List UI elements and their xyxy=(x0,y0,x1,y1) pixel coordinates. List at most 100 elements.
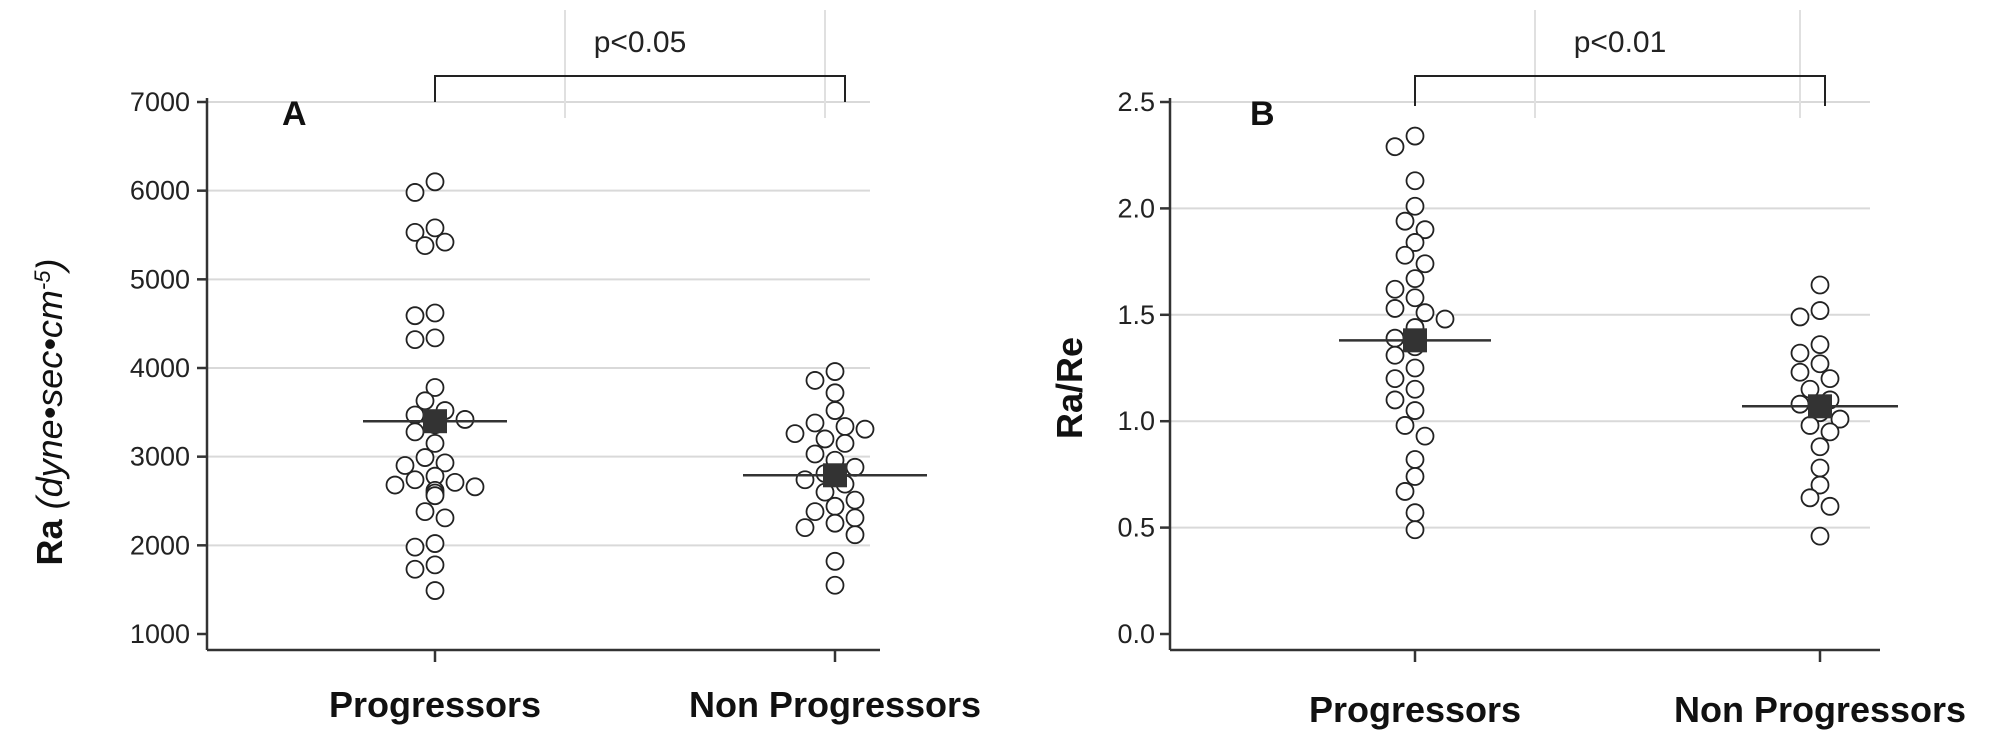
panel-a-data-point xyxy=(825,496,845,516)
panel-a-data-point xyxy=(425,303,445,323)
panel-b-data-point xyxy=(1790,307,1810,327)
panel-b-data-point xyxy=(1405,520,1425,540)
panel-b-data-point xyxy=(1800,416,1820,435)
panel-b-data-point xyxy=(1405,233,1425,252)
panel-b-data-point xyxy=(1405,269,1425,289)
panel-b-y-tick-label: 1.5 xyxy=(1117,300,1155,330)
panel-a-data-point xyxy=(435,508,455,528)
panel-a-data-point xyxy=(825,551,845,571)
panel-a-mean-marker xyxy=(423,409,447,434)
panel-b-data-point xyxy=(1810,437,1830,457)
panel-a-data-point xyxy=(445,472,465,492)
panel-b-data-point xyxy=(1385,137,1405,157)
panel-a-data-point xyxy=(425,218,445,238)
panel-b-data-point xyxy=(1405,288,1425,308)
panel-b-data-points xyxy=(1385,126,1850,546)
panel-b-data-point xyxy=(1405,196,1425,216)
panel-a-x-categories: Progressors Non Progressors xyxy=(329,684,981,725)
panel-b-y-tick-label: 2.5 xyxy=(1117,87,1155,117)
panel-b-label: B xyxy=(1250,95,1275,133)
panel-b-x-category-label: Non Progressors xyxy=(1674,689,1966,730)
panel-b-y-tick-label: 2.0 xyxy=(1117,193,1155,223)
panel-a-data-point xyxy=(385,475,405,495)
panel-a-data-point xyxy=(405,422,425,442)
panel-a-data-point xyxy=(825,401,845,420)
panel-b-data-point xyxy=(1395,211,1415,231)
panel-a-data-point xyxy=(415,448,435,467)
panel-a-data-point xyxy=(425,433,445,453)
panel-a-data-point xyxy=(845,525,865,545)
panel-a-mean-marker xyxy=(823,463,847,488)
panel-b-data-point xyxy=(1810,526,1830,546)
panel-a-x-category-label: Progressors xyxy=(329,684,541,725)
panel-a-y-ticks: 1000 2000 3000 4000 5000 6000 7000 xyxy=(130,87,207,649)
panel-b-data-point xyxy=(1415,254,1435,274)
panel-a-y-tick-label: 5000 xyxy=(130,264,190,294)
panel-a-y-tick-label: 7000 xyxy=(130,87,190,117)
panel-a-data-point xyxy=(425,486,445,506)
panel-a-y-axis-label: Ra (dyne•sec•cm-5) xyxy=(29,259,70,566)
panel-a-data-point xyxy=(805,413,825,433)
panel-a-data-point xyxy=(425,555,445,575)
panel-a-data-point xyxy=(455,410,475,429)
panel-a-y-tick-label: 1000 xyxy=(130,619,190,649)
panel-a-significance-bracket xyxy=(434,75,846,102)
panel-b-significance-label: p<0.01 xyxy=(1574,26,1667,59)
panel-a-data-point xyxy=(835,417,855,436)
panel-b-y-tick-label: 0.5 xyxy=(1117,513,1155,543)
panel-a-y-axis-label-units: (dyne•sec•cm xyxy=(29,290,70,509)
panel-a-data-point xyxy=(825,362,845,381)
panel-a-data-point xyxy=(825,383,845,403)
panel-b-data-point xyxy=(1820,369,1840,389)
panel-a-means xyxy=(363,409,927,488)
panel-a-x-category-label: Non Progressors xyxy=(689,684,981,725)
panel-b-data-point xyxy=(1810,275,1830,295)
panel-a-data-point xyxy=(805,444,825,464)
panel-a-data-point xyxy=(785,424,805,444)
panel-a-data-point xyxy=(815,429,835,449)
panel-b-data-point xyxy=(1405,379,1425,399)
panel-b-data-point xyxy=(1395,245,1415,265)
panel-a-data-point xyxy=(845,490,865,510)
panel-b-y-tick-label: 0.0 xyxy=(1117,619,1155,649)
panel-b-data-point xyxy=(1405,467,1425,486)
panel-a-data-point xyxy=(805,371,825,390)
panel-b-data-point xyxy=(1405,401,1425,420)
panel-b-significance-bracket xyxy=(1414,75,1826,106)
panel-b-data-point xyxy=(1395,416,1415,435)
panel-a-y-tick-label: 3000 xyxy=(130,442,190,472)
panel-b-data-point xyxy=(1800,488,1820,508)
panel-b-data-point xyxy=(1385,345,1405,365)
panel-a: 1000 2000 3000 4000 5000 6000 7000 Progressors… xyxy=(29,10,981,725)
panel-a-data-points xyxy=(385,172,875,600)
panel-b-data-point xyxy=(1405,503,1425,523)
panel-a-data-point xyxy=(825,575,845,595)
panel-b-x-categories: Progressors Non Progressors xyxy=(1309,689,1966,730)
panel-b-data-point xyxy=(1830,409,1850,429)
panel-b-data-point xyxy=(1395,482,1415,501)
panel-a-data-point xyxy=(435,453,455,473)
panel-a-data-point xyxy=(405,183,425,202)
panel-b-data-point xyxy=(1405,358,1425,378)
panel-b-gridlines xyxy=(1170,10,1870,529)
panel-b-data-point xyxy=(1385,369,1405,389)
panel-a-y-axis-label-quantity: Ra xyxy=(29,518,70,565)
panel-b-data-point xyxy=(1405,126,1425,146)
panel-a-data-point xyxy=(425,328,445,348)
panel-b-axes xyxy=(1168,98,1880,662)
panel-a-data-point xyxy=(845,457,865,477)
panel-b-data-point xyxy=(1790,394,1810,414)
panel-b-data-point xyxy=(1810,475,1830,495)
panel-b-data-point xyxy=(1810,335,1830,354)
panel-a-data-point xyxy=(425,581,445,600)
panel-a-data-point xyxy=(415,236,435,256)
panel-b-data-point xyxy=(1810,301,1830,320)
panel-b-y-ticks: 0.0 0.5 1.0 1.5 2.0 2.5 xyxy=(1117,87,1170,649)
panel-b-data-point xyxy=(1435,309,1455,329)
panel-a-data-point xyxy=(405,306,425,326)
panel-a-axes xyxy=(205,98,880,662)
panel-b-data-point xyxy=(1385,279,1405,299)
panel-b-data-point xyxy=(1790,343,1810,363)
panel-b-data-point xyxy=(1820,422,1840,442)
